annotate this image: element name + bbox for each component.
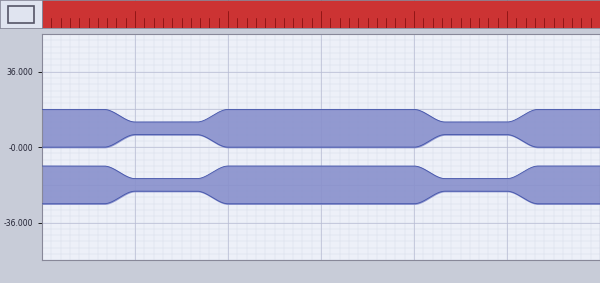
Bar (8, 6, 34, 23)
